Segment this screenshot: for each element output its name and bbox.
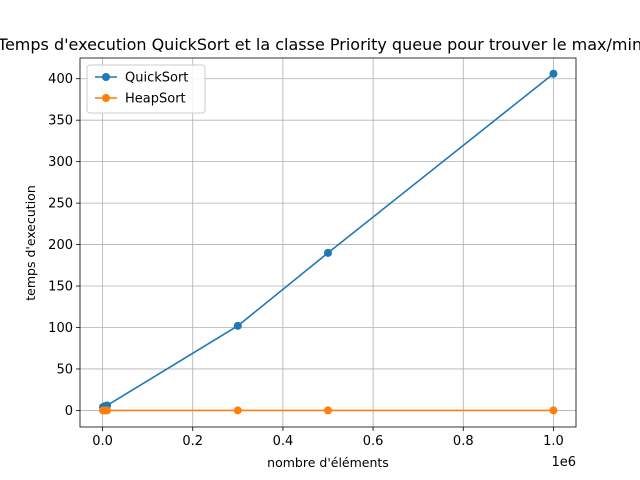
legend: QuickSort HeapSort (86, 64, 206, 114)
data-point-quicksort (324, 248, 332, 257)
legend-swatch-marker-heapsort (102, 94, 110, 102)
y-tick-label: 300 (48, 155, 73, 170)
y-tick-label: 100 (48, 321, 73, 336)
y-tick-label: 0 (65, 404, 73, 419)
y-tick-label: 400 (48, 72, 73, 87)
x-tick-label: 1.0 (543, 434, 564, 449)
y-tick-label: 200 (48, 238, 73, 253)
x-axis-offset-label: 1e6 (551, 455, 576, 470)
data-point-quicksort (233, 321, 242, 330)
data-point-heapsort (549, 406, 558, 415)
x-tick-label: 0.0 (92, 434, 113, 449)
x-tick-label: 0.2 (182, 434, 203, 449)
data-point-quicksort (549, 69, 558, 78)
x-tick-label: 0.6 (363, 434, 384, 449)
y-tick-label: 50 (56, 362, 73, 377)
legend-label-quicksort: QuickSort (125, 71, 188, 86)
series-layer (98, 69, 558, 415)
data-point-heapsort (233, 406, 242, 415)
x-axis-ticks: 0.0 0.2 0.4 0.6 0.8 1.0 (92, 427, 564, 449)
legend-label-heapsort: HeapSort (125, 92, 186, 107)
legend-swatch-marker-quicksort (102, 73, 110, 81)
x-axis-label: nombre d'éléments (267, 455, 389, 470)
chart-title: Temps d'execution QuickSort et la classe… (0, 35, 640, 54)
x-tick-label: 0.4 (273, 434, 294, 449)
data-point-heapsort (103, 406, 112, 415)
x-tick-label: 0.8 (453, 434, 474, 449)
y-axis-ticks: 0 50 100 150 200 250 300 350 400 (48, 72, 80, 419)
y-tick-label: 150 (48, 280, 73, 295)
plot-frame (79, 57, 577, 428)
y-tick-label: 350 (48, 114, 73, 129)
data-point-heapsort (324, 406, 332, 415)
y-tick-label: 250 (48, 197, 73, 212)
plot-area (80, 58, 576, 427)
y-axis-label: temps d'execution (23, 185, 38, 300)
